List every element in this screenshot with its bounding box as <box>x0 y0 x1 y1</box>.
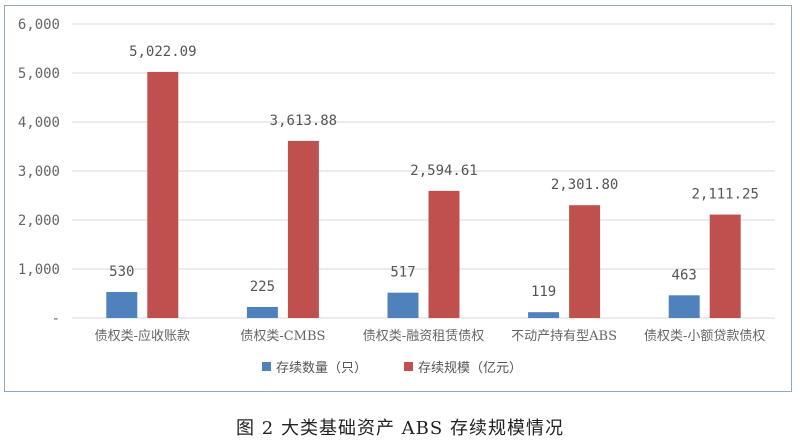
x-tick-label: 债权类-融资租赁债权 <box>363 328 484 344</box>
y-tick-label: - <box>52 311 60 327</box>
data-label: 2,594.61 <box>410 163 477 179</box>
bar-count <box>106 292 138 318</box>
bar-scale <box>428 190 460 318</box>
figure-caption: 图 2 大类基础资产 ABS 存续规模情况 <box>236 418 564 439</box>
legend-label: 存续数量（只） <box>276 361 367 376</box>
legend-swatch <box>404 362 413 371</box>
bar-count <box>668 295 700 318</box>
y-tick-label: 5,000 <box>18 66 60 82</box>
bar-scale <box>287 140 319 318</box>
bar-count <box>387 292 419 318</box>
x-tick-label: 债权类-小额贷款债权 <box>644 328 765 344</box>
bar-count <box>528 312 560 318</box>
data-label: 3,613.88 <box>270 113 337 129</box>
y-tick-label: 1,000 <box>18 262 60 278</box>
data-label: 2,111.25 <box>691 187 758 203</box>
data-label: 463 <box>672 267 697 283</box>
x-tick-label: 债权类-CMBS <box>240 328 325 344</box>
data-label: 2,301.80 <box>551 177 618 193</box>
bar-scale <box>147 71 179 318</box>
y-tick-label: 3,000 <box>18 164 60 180</box>
legend-label: 存续规模（亿元） <box>418 361 522 376</box>
data-label: 119 <box>531 284 556 300</box>
x-tick-label: 债权类-应收账款 <box>95 328 190 344</box>
bar-count <box>246 306 278 318</box>
bar-scale <box>569 205 601 318</box>
data-label: 517 <box>390 265 415 281</box>
bar-scale <box>709 214 741 318</box>
y-tick-label: 6,000 <box>18 17 60 33</box>
y-tick-label: 4,000 <box>18 115 60 131</box>
x-tick-label: 不动产持有型ABS <box>511 329 617 344</box>
chart-frame <box>4 5 792 392</box>
data-label: 530 <box>109 264 134 280</box>
y-tick-label: 2,000 <box>18 213 60 229</box>
data-label: 225 <box>250 279 275 295</box>
data-label: 5,022.09 <box>129 44 196 60</box>
legend-swatch <box>262 362 271 371</box>
